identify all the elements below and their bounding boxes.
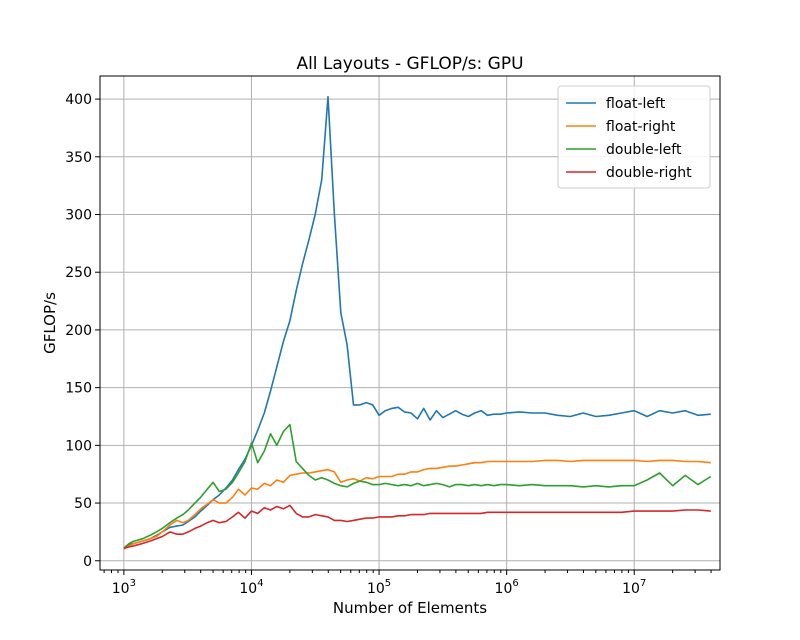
x-tick-label: 104 [239, 578, 263, 597]
y-tick-label: 350 [65, 150, 92, 166]
x-tick-label: 105 [367, 578, 391, 597]
legend-box [557, 85, 711, 189]
x-tick-label: 107 [622, 578, 646, 597]
x-tick-exponent: 4 [257, 578, 263, 589]
legend-label-float-right: float-right [606, 119, 676, 135]
series-line-double-right [123, 504, 711, 549]
x-tick-exponent: 7 [640, 578, 646, 589]
x-tick-base: 10 [112, 581, 130, 597]
legend-label-float-left: float-left [606, 96, 666, 112]
series-line-float-left [123, 96, 711, 549]
y-axis-label: GFLOP/s [41, 292, 59, 354]
x-tick-base: 10 [495, 581, 513, 597]
x-tick-label: 103 [112, 578, 136, 597]
y-tick-label: 100 [65, 438, 92, 454]
x-axis-label: Number of Elements [333, 599, 487, 617]
legend-label-double-left: double-left [606, 142, 682, 158]
x-tick-label: 106 [495, 578, 519, 597]
y-tick-label: 0 [83, 554, 92, 570]
legend: float-left float-right double-left double-r… [557, 85, 711, 189]
y-tick-label: 300 [65, 208, 92, 224]
chart-title: All Layouts - GFLOP/s: GPU [296, 54, 523, 74]
x-tick-base: 10 [622, 581, 640, 597]
legend-label-double-right: double-right [606, 165, 692, 181]
x-tick-exponent: 5 [385, 578, 391, 589]
y-tick-label: 50 [74, 496, 92, 512]
plot-area [123, 96, 712, 550]
y-tick-label: 150 [65, 381, 92, 397]
y-tick-label: 250 [65, 265, 92, 281]
series-line-double-left [123, 423, 712, 549]
x-tick-base: 10 [239, 581, 257, 597]
series-line-float-right [123, 459, 711, 550]
x-tick-base: 10 [367, 581, 385, 597]
x-tick-exponent: 6 [512, 578, 518, 589]
axes-frame [99, 75, 721, 571]
y-tick-label: 200 [65, 323, 92, 339]
y-tick-label: 400 [65, 92, 92, 108]
x-tick-exponent: 3 [130, 578, 136, 589]
